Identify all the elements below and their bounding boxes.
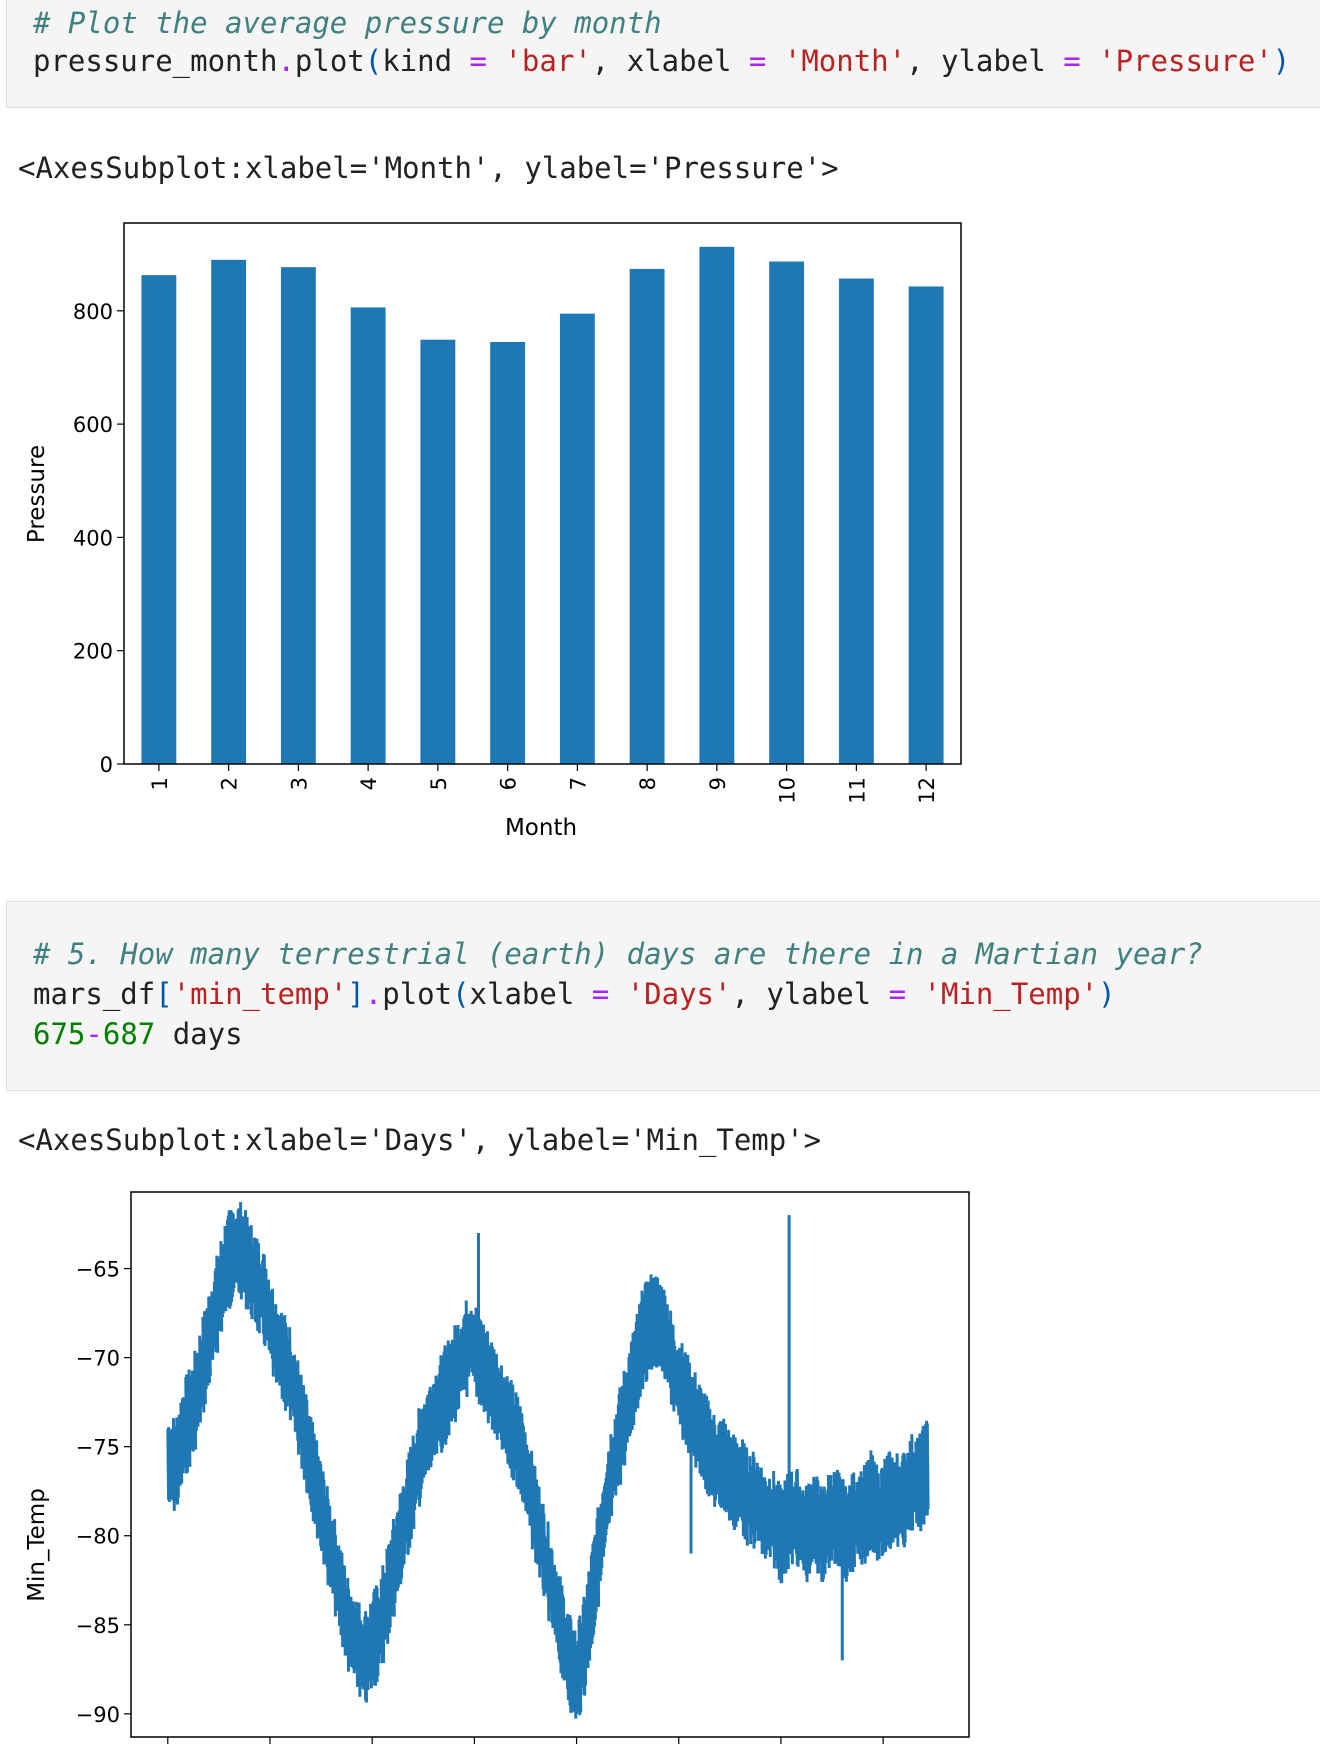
- code-token: .: [364, 977, 383, 1011]
- bar-month-9: [699, 246, 735, 764]
- bar-month-3: [280, 267, 316, 764]
- x-tick-label: 7: [566, 777, 590, 790]
- code-token: days: [155, 1017, 243, 1051]
- comment-text: # Plot the average pressure by month: [33, 6, 662, 40]
- code-token: =: [748, 44, 767, 78]
- code-token: =: [1063, 44, 1081, 78]
- y-axis-ticks: −65 −70 −75 −80 −85 −90: [76, 1258, 131, 1727]
- y-tick-label: −90: [76, 1703, 120, 1727]
- x-tick-label: 6: [497, 777, 521, 790]
- y-tick-label: −70: [76, 1347, 120, 1371]
- y-axis-label: Min_Temp: [24, 1488, 50, 1602]
- x-tick-label: 5: [427, 777, 451, 790]
- x-axis-ticks: 1 2 3 4 5 6 7 8 9 10 11 12: [148, 764, 939, 804]
- y-axis-ticks: 0 200 400 600 800: [73, 300, 124, 777]
- x-axis-ticks: [167, 1737, 884, 1744]
- x-tick-label: 11: [845, 777, 869, 804]
- bar-month-12: [908, 286, 944, 764]
- y-tick-label: 400: [73, 526, 113, 550]
- bar-group: [141, 246, 944, 764]
- y-tick-label: 600: [73, 413, 113, 437]
- code-token: .: [277, 44, 295, 78]
- y-tick-label: −85: [76, 1614, 120, 1638]
- x-tick-label: 3: [287, 777, 311, 790]
- code-token: , ylabel: [906, 44, 1064, 78]
- comment-text: # 5. How many terrestrial (earth) days a…: [33, 937, 1203, 971]
- code-token: ): [1272, 44, 1291, 78]
- plot-frame: [130, 1191, 970, 1738]
- code-token: 'bar': [504, 44, 592, 78]
- x-tick-label: 12: [915, 777, 939, 804]
- y-tick-label: 0: [100, 753, 113, 777]
- code-token: xlabel: [469, 977, 592, 1011]
- x-tick-label: 2: [218, 777, 242, 790]
- bar-month-4: [350, 307, 386, 764]
- code-token: [766, 44, 783, 78]
- code-token: pressure_month: [33, 44, 278, 78]
- code-token: 'Min_Temp': [923, 977, 1099, 1011]
- code-token: ): [1098, 977, 1116, 1011]
- y-axis-label: Pressure: [24, 445, 50, 543]
- bar-month-6: [490, 341, 526, 764]
- code-token: [609, 977, 626, 1011]
- code-token: 'min_temp': [172, 977, 348, 1011]
- code-token: 'Month': [783, 44, 907, 78]
- output-text-1: <AxesSubplot:xlabel='Month', ylabel='Pre…: [18, 151, 839, 185]
- code-token: (: [364, 44, 383, 78]
- output-text-2: <AxesSubplot:xlabel='Days', ylabel='Min_…: [18, 1123, 822, 1157]
- code-line-days: 675-687 days: [33, 1014, 243, 1054]
- x-tick-label: 8: [636, 777, 660, 790]
- code-token: mars_df: [33, 977, 156, 1011]
- code-token: (: [452, 977, 470, 1011]
- code-token: ]: [347, 977, 365, 1011]
- bar-month-11: [838, 278, 874, 764]
- x-tick-label: 10: [776, 777, 800, 804]
- code-token: =: [591, 977, 610, 1011]
- code-cell-1[interactable]: # Plot the average pressure by month pre…: [6, 0, 1320, 108]
- code-token: kind: [382, 44, 470, 78]
- code-token: 675: [33, 1017, 86, 1051]
- bar-month-2: [211, 259, 247, 764]
- x-tick-label: 4: [357, 777, 381, 790]
- bar-month-7: [559, 313, 595, 764]
- series-line-group: [166, 1202, 930, 1719]
- plot-frame: [123, 222, 962, 765]
- x-tick-label: 9: [706, 777, 730, 790]
- code-token: 'Days': [626, 977, 732, 1011]
- code-token: [: [155, 977, 173, 1011]
- bar-month-1: [141, 275, 177, 764]
- code-comment-1: # Plot the average pressure by month: [33, 3, 662, 43]
- code-token: =: [888, 977, 907, 1011]
- bar-month-5: [420, 339, 456, 764]
- y-tick-label: 800: [73, 300, 113, 324]
- bar-month-10: [769, 261, 805, 764]
- code-token: 687: [102, 1017, 156, 1051]
- code-token: [487, 44, 504, 78]
- code-token: , xlabel: [591, 44, 749, 78]
- line-chart-min-temp: −65 −70 −75 −80 −85 −90 Min_Temp: [24, 1191, 970, 1744]
- code-line-plot-min-temp: mars_df['min_temp'].plot(xlabel = 'Days'…: [33, 974, 1116, 1014]
- y-tick-label: −65: [76, 1258, 120, 1282]
- y-tick-label: −80: [76, 1525, 120, 1549]
- y-tick-label: −75: [76, 1436, 120, 1460]
- code-comment-2: # 5. How many terrestrial (earth) days a…: [33, 934, 1203, 974]
- code-token: =: [469, 44, 487, 78]
- code-token: plot: [294, 44, 365, 78]
- code-cell-2[interactable]: # 5. How many terrestrial (earth) days a…: [6, 901, 1320, 1091]
- x-tick-label: 1: [148, 777, 172, 790]
- series-noise: [166, 1202, 930, 1719]
- code-token: , ylabel: [731, 977, 889, 1011]
- code-token: -: [85, 1017, 103, 1051]
- code-token: plot: [382, 977, 453, 1011]
- code-token: 'Pressure': [1098, 44, 1273, 78]
- bar-month-8: [629, 268, 665, 764]
- x-axis-label: Month: [505, 815, 577, 841]
- code-token: [906, 977, 923, 1011]
- y-tick-label: 200: [73, 640, 113, 664]
- code-line-plot-pressure: pressure_month.plot(kind = 'bar', xlabel…: [33, 41, 1290, 81]
- code-token: [1081, 44, 1098, 78]
